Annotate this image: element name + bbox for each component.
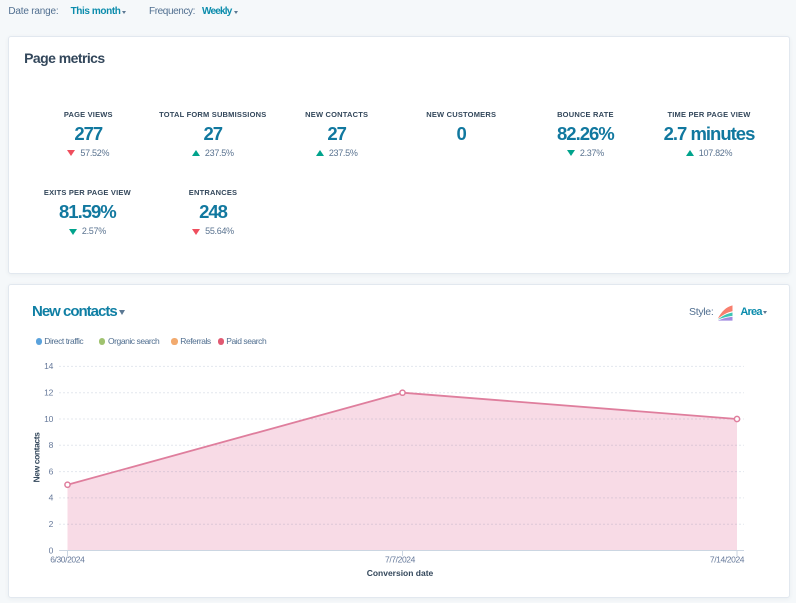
svg-text:7/14/2024: 7/14/2024	[710, 555, 745, 565]
svg-text:6: 6	[49, 466, 54, 476]
svg-text:0: 0	[49, 545, 54, 555]
svg-text:8: 8	[49, 440, 54, 450]
svg-text:14: 14	[44, 361, 53, 371]
svg-text:4: 4	[49, 493, 54, 503]
svg-text:Conversion date: Conversion date	[367, 568, 434, 578]
svg-text:New contacts: New contacts	[31, 432, 41, 483]
svg-text:6/30/2024: 6/30/2024	[50, 555, 85, 565]
svg-text:10: 10	[44, 414, 53, 424]
svg-text:12: 12	[44, 388, 53, 398]
svg-text:7/7/2024: 7/7/2024	[385, 555, 416, 565]
svg-text:2: 2	[49, 519, 54, 529]
